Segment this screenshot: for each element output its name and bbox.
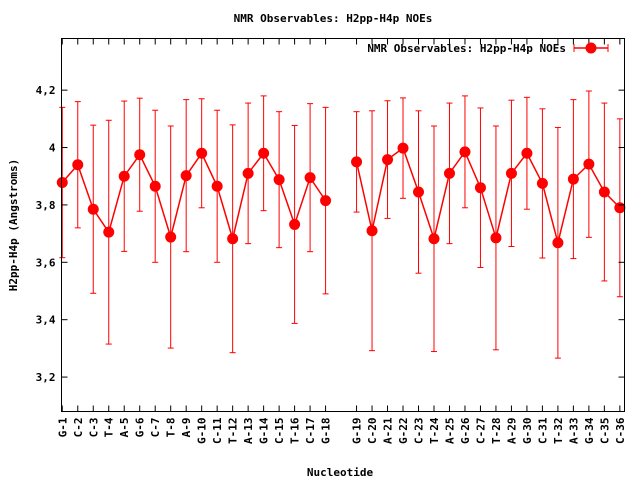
- y-axis: 3,2 3,4 3,6 3,8 4 4,2: [36, 84, 625, 384]
- legend: NMR Observables: H2pp-H4p NOEs: [367, 42, 609, 55]
- series-layer: [56, 90, 626, 359]
- x-tick-label: G-30: [521, 418, 534, 445]
- data-point: [505, 167, 517, 179]
- series-line: [61, 151, 327, 242]
- plot-area: [56, 38, 626, 412]
- x-tick-label: G-18: [320, 418, 333, 445]
- data-point: [536, 177, 548, 189]
- x-tick-label: A-33: [567, 418, 580, 445]
- x-tick-label: A-13: [242, 418, 255, 445]
- x-tick-label: T-16: [289, 417, 302, 444]
- data-point: [211, 180, 223, 192]
- x-tick-label: G-19: [351, 418, 364, 445]
- x-tick-label: C-27: [474, 418, 487, 445]
- legend-label: NMR Observables: H2pp-H4p NOEs: [367, 42, 566, 55]
- y-axis-label: H2pp-H4p (Angstroms): [7, 159, 20, 291]
- data-point: [149, 180, 161, 192]
- x-tick-label: C-11: [211, 417, 224, 444]
- y-tick-label: 4,2: [36, 84, 56, 97]
- x-tick-label: C-7: [149, 418, 162, 438]
- x-tick-label: G-1: [56, 417, 69, 437]
- x-tick-label: T-24: [428, 417, 441, 444]
- x-tick-label: C-15: [273, 418, 286, 445]
- data-point: [474, 182, 486, 194]
- x-tick-label: G-14: [258, 417, 271, 444]
- data-point: [614, 202, 626, 214]
- data-point: [165, 231, 177, 243]
- x-axis: G-1 C-2 C-3 T-4 A-5 G-6 C-7 T-8 A-9 G-10 C-11 T-12 A…: [56, 38, 627, 445]
- data-point: [258, 147, 270, 159]
- data-point: [428, 233, 440, 245]
- x-tick-label: C-36: [614, 417, 627, 444]
- x-tick-label: A-9: [180, 418, 193, 438]
- data-point: [118, 170, 130, 182]
- y-tick-label: 3,6: [36, 256, 56, 269]
- x-tick-label: C-23: [413, 418, 426, 445]
- data-point: [552, 237, 564, 249]
- x-tick-label: G-22: [397, 418, 410, 445]
- data-point: [134, 149, 146, 161]
- x-tick-label: C-20: [366, 418, 379, 445]
- data-point: [227, 233, 239, 245]
- x-tick-label: T-4: [103, 417, 116, 437]
- data-point: [103, 226, 115, 238]
- data-point: [521, 147, 533, 159]
- data-point: [56, 177, 68, 189]
- data-point: [180, 170, 192, 182]
- series-line: [355, 146, 621, 243]
- chart-title: NMR Observables: H2pp-H4p NOEs: [234, 12, 433, 25]
- x-tick-label: C-35: [598, 418, 611, 445]
- x-tick-label: T-8: [165, 418, 178, 438]
- data-point: [289, 218, 301, 230]
- data-point: [273, 174, 285, 186]
- x-tick-label: C-31: [536, 417, 549, 444]
- plot-border: [61, 38, 625, 412]
- legend-marker: [585, 42, 597, 54]
- x-tick-label: A-21: [382, 417, 395, 444]
- data-point: [196, 147, 208, 159]
- y-tick-label: 3,8: [36, 199, 56, 212]
- x-tick-label: A-29: [505, 418, 518, 445]
- x-tick-label: G-6: [134, 417, 147, 437]
- data-point: [397, 142, 409, 154]
- x-tick-label: C-3: [87, 418, 100, 438]
- data-point: [443, 167, 455, 179]
- data-point: [366, 225, 378, 237]
- x-tick-label: T-32: [552, 418, 565, 445]
- y-tick-label: 3,4: [36, 314, 56, 327]
- x-tick-label: C-2: [72, 418, 85, 438]
- data-point: [490, 232, 502, 244]
- x-tick-label: T-12: [227, 418, 240, 445]
- data-point: [242, 167, 254, 179]
- data-point: [72, 159, 84, 171]
- x-tick-label: G-10: [196, 418, 209, 445]
- data-point: [459, 146, 471, 158]
- data-point: [87, 203, 99, 215]
- data-point: [583, 158, 595, 170]
- data-point: [304, 172, 316, 184]
- data-point: [598, 186, 610, 198]
- data-point: [382, 154, 394, 166]
- x-tick-label: A-25: [443, 418, 456, 445]
- x-tick-label: T-28: [490, 418, 503, 445]
- y-tick-label: 4: [49, 142, 56, 155]
- x-tick-label: A-5: [118, 418, 131, 438]
- x-tick-label: G-26: [459, 417, 472, 444]
- data-point: [567, 173, 579, 185]
- data-point: [413, 186, 425, 198]
- x-tick-label: C-17: [304, 418, 317, 445]
- data-point: [320, 195, 332, 207]
- x-axis-label: Nucleotide: [307, 466, 374, 479]
- y-tick-label: 3,2: [36, 371, 56, 384]
- data-point: [351, 156, 363, 168]
- x-tick-label: G-34: [583, 417, 596, 444]
